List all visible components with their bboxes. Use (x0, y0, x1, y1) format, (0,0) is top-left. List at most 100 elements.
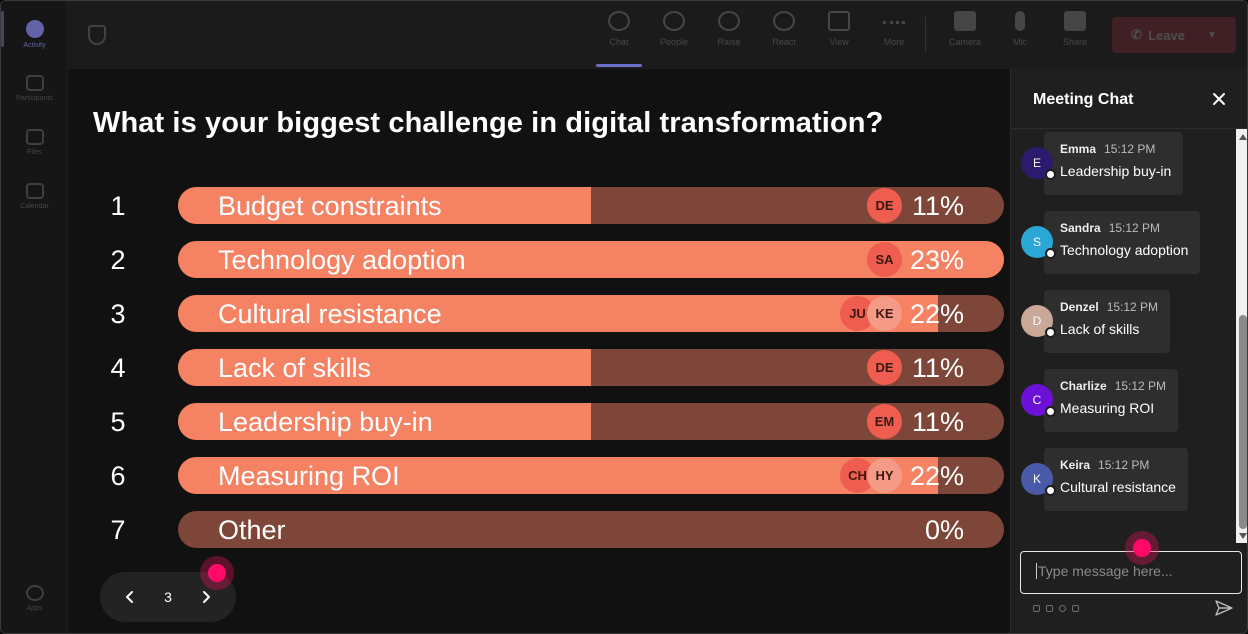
scroll-thumb[interactable] (1239, 315, 1247, 529)
leave-label: Leave (1148, 27, 1185, 43)
rail-active-indicator (1, 11, 4, 47)
share-icon (1064, 11, 1086, 31)
poll-option-bar[interactable]: Lack of skills DE 11% (178, 349, 1004, 386)
phone-icon: ✆ (1131, 27, 1143, 42)
sender-name: Denzel (1060, 300, 1099, 314)
toolbar-separator (925, 17, 926, 53)
toolbar-button-label: More (883, 37, 905, 47)
rail-item-calendar[interactable]: Calendar (1, 173, 68, 219)
scroll-down-arrow[interactable] (1239, 533, 1247, 539)
chat-scrollbar[interactable] (1236, 129, 1247, 543)
avatar[interactable]: C (1021, 384, 1056, 417)
voter-avatar: DE (867, 188, 902, 223)
poll-option-bar[interactable]: Cultural resistance KE JU 22% (178, 295, 1004, 332)
compose-toolbar (1033, 605, 1079, 612)
rail-item-activity[interactable]: Activity (1, 11, 68, 57)
avatar[interactable]: E (1021, 147, 1056, 180)
emoji-icon[interactable] (1059, 605, 1066, 612)
apps-icon (25, 584, 44, 601)
toolbar-share-button[interactable]: Share (1052, 11, 1098, 59)
avatar-initial: D (1032, 314, 1042, 328)
poll-option-percent: 23% (909, 245, 964, 275)
poll-option-bar[interactable]: Budget constraints DE 11% (178, 187, 1004, 224)
chevron-left-icon (126, 591, 133, 603)
attach-icon[interactable] (1046, 605, 1053, 612)
sender-name: Emma (1060, 142, 1097, 156)
rail-item-participants[interactable]: Participants (1, 65, 68, 111)
poll-option-bar[interactable]: Measuring ROI HY CH 22% (178, 457, 1004, 494)
poll-bar-fill (178, 403, 591, 440)
camera-icon (954, 11, 976, 31)
poll-option-bar[interactable]: Other 0% (178, 511, 1004, 548)
chat-title: Meeting Chat (1033, 91, 1134, 108)
shield-icon (88, 25, 106, 45)
message-bubble: Emma 15:12 PM Leadership buy-in (1044, 132, 1184, 195)
poll-option-label: Other (218, 515, 286, 545)
presence-status-icon (1045, 327, 1056, 338)
chat-divider (1011, 128, 1247, 129)
message-time: 15:12 PM (1114, 379, 1167, 393)
toolbar-raise-button[interactable]: Raise (706, 11, 752, 59)
message-list: Emma 15:12 PM Leadership buy-in E Sandra 15:1… (1011, 129, 1236, 543)
poll-question: What is your biggest challenge in digita… (93, 107, 884, 139)
toolbar-react-button[interactable]: React (761, 11, 807, 59)
meeting-toolbar: Chat People Raise React View More (68, 1, 1247, 69)
avatar[interactable]: D (1021, 305, 1056, 338)
more-icon (883, 21, 905, 31)
poll-option-percent: 22% (909, 299, 964, 329)
toolbar-mic-button[interactable]: Mic (997, 11, 1043, 59)
poll-option-percent: 11% (911, 353, 964, 383)
format-icon[interactable] (1033, 605, 1040, 612)
chat-panel: Meeting Chat Emma 15:12 PM Leadership buy-… (1010, 69, 1247, 633)
toolbar-camera-button[interactable]: Camera (942, 11, 988, 59)
toolbar-view-button[interactable]: View (816, 11, 862, 59)
toolbar-chat-button[interactable]: Chat (596, 11, 642, 59)
toolbar-people-button[interactable]: People (651, 11, 697, 59)
files-icon (25, 128, 44, 145)
poll-option-percent: 22% (909, 461, 964, 491)
previous-page-button[interactable] (120, 587, 140, 607)
voter-avatar: DE (867, 350, 902, 385)
poll-option-label: Measuring ROI (218, 461, 400, 491)
toolbar-more-button[interactable]: More (871, 11, 917, 59)
gif-icon[interactable] (1072, 605, 1079, 612)
poll-option-label: Leadership buy-in (218, 407, 433, 437)
message-bubble: Denzel 15:12 PM Lack of skills (1044, 290, 1171, 353)
poll-bar-fill (178, 187, 591, 224)
sender-name: Charlize (1060, 379, 1107, 393)
avatar[interactable]: S (1021, 226, 1056, 259)
message-time: 15:12 PM (1098, 458, 1150, 472)
voter-avatar: KE (867, 296, 902, 331)
sender-name: Sandra (1060, 221, 1101, 235)
option-number: 6 (110, 461, 126, 491)
avatar[interactable]: K (1021, 463, 1056, 496)
message-header: Emma 15:12 PM (1060, 142, 1171, 156)
sender-name: Keira (1060, 458, 1091, 472)
message-text: Technology adoption (1060, 242, 1189, 258)
rail-item-label: Activity (23, 41, 46, 49)
rail-item-files[interactable]: Files (1, 119, 68, 165)
presence-status-icon (1045, 485, 1056, 496)
toolbar-button-label: Mic (1013, 37, 1027, 47)
poll-option-label: Cultural resistance (218, 299, 442, 329)
close-chat-button[interactable] (1210, 90, 1228, 108)
rail-item-label: Files (27, 148, 42, 156)
message-input-placeholder: Type message here... (1038, 563, 1173, 579)
next-page-button[interactable] (196, 587, 216, 607)
pointer-highlight (1125, 531, 1159, 565)
poll-option-bar[interactable]: Leadership buy-in EM 11% (178, 403, 1004, 440)
hand-icon (718, 11, 740, 31)
message-text: Lack of skills (1060, 321, 1140, 337)
option-number: 4 (110, 353, 126, 383)
poll-option-label: Budget constraints (218, 191, 442, 221)
rail-item-apps[interactable]: Apps (1, 575, 68, 621)
toolbar-button-label: Camera (948, 37, 981, 47)
poll-option-bar[interactable]: Technology adoption SA 23% (178, 241, 1004, 278)
chevron-down-icon[interactable]: ▼ (1206, 29, 1217, 41)
message-header: Sandra 15:12 PM (1060, 221, 1188, 235)
scroll-up-arrow[interactable] (1239, 134, 1247, 140)
avatar-initial: E (1032, 156, 1041, 170)
avatar-initial: S (1032, 235, 1041, 249)
send-button[interactable] (1214, 599, 1234, 617)
leave-button[interactable]: ✆ Leave ▼ (1112, 17, 1236, 53)
